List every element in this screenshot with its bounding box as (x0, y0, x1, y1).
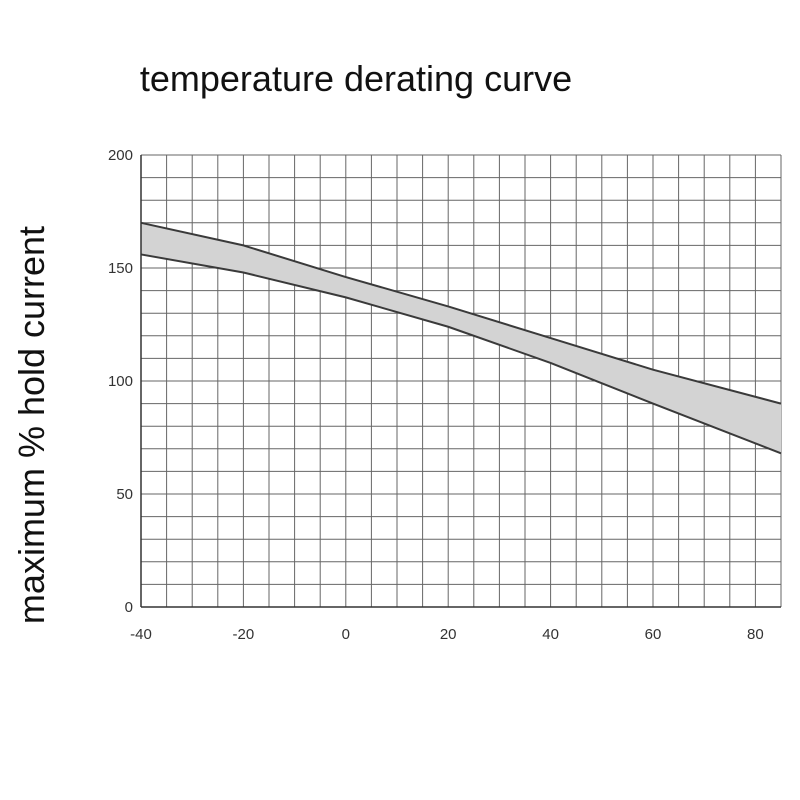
axes (140, 155, 781, 608)
derating-band-fill (141, 222, 781, 454)
y-tick-label: 50 (116, 486, 133, 503)
derating-band (140, 221, 782, 455)
y-axis-label-container: maximum % hold current (11, 226, 52, 624)
y-tick-label: 100 (108, 373, 133, 390)
x-tick-label: 40 (542, 626, 559, 643)
grid-lines (140, 154, 782, 608)
lower-limit-line (140, 253, 782, 455)
tick-labels: 0 50 100 150 200 -40 -20 0 20 40 60 80 (108, 147, 764, 643)
x-tick-label: 60 (645, 626, 662, 643)
x-tick-label: 20 (440, 626, 457, 643)
upper-limit-line (140, 221, 782, 405)
x-tick-label: 0 (342, 626, 350, 643)
chart-title: temperature derating curve (139, 58, 573, 99)
y-tick-label: 0 (125, 599, 133, 616)
x-tick-label: -40 (130, 626, 152, 643)
y-axis-label: maximum % hold current (11, 226, 52, 624)
y-tick-label: 150 (108, 260, 133, 277)
x-tick-label: -20 (233, 626, 255, 643)
x-tick-label: 80 (747, 626, 764, 643)
y-tick-label: 200 (108, 147, 133, 164)
